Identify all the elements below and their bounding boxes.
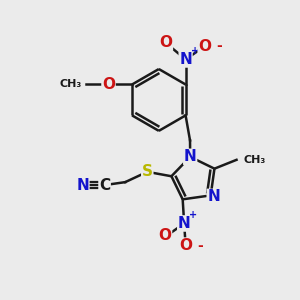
- Text: N: N: [207, 189, 220, 204]
- Text: +: +: [190, 210, 198, 220]
- Text: O: O: [158, 228, 172, 243]
- Text: N: N: [178, 216, 190, 231]
- Text: CH₃: CH₃: [243, 155, 265, 165]
- Text: N: N: [184, 149, 197, 164]
- Text: O: O: [198, 39, 211, 54]
- Text: O: O: [102, 77, 115, 92]
- Text: S: S: [142, 164, 153, 179]
- Text: N: N: [76, 178, 89, 193]
- Text: C: C: [99, 178, 110, 193]
- Text: -: -: [216, 39, 222, 53]
- Text: CH₃: CH₃: [60, 80, 82, 89]
- Text: O: O: [179, 238, 192, 253]
- Text: -: -: [197, 238, 203, 253]
- Text: O: O: [159, 35, 172, 50]
- Text: +: +: [191, 46, 199, 56]
- Text: N: N: [179, 52, 192, 67]
